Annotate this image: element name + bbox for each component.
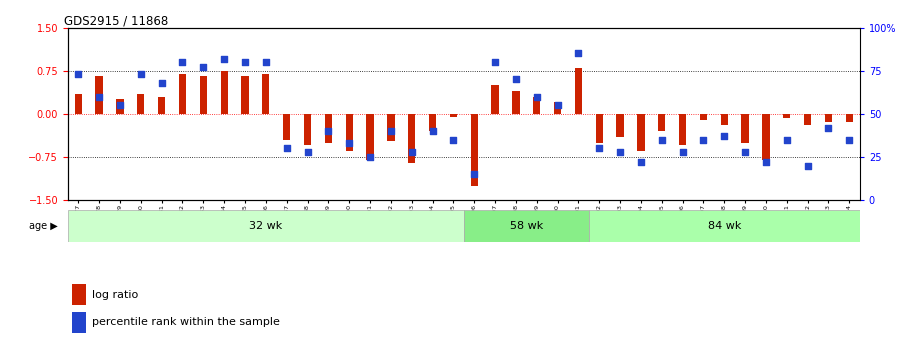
- Bar: [554, 102, 561, 114]
- Bar: [429, 114, 436, 131]
- Point: [92, 94, 107, 99]
- Bar: [200, 77, 207, 114]
- Bar: [367, 114, 374, 160]
- Bar: [117, 99, 124, 114]
- Bar: [283, 114, 291, 140]
- Bar: [158, 97, 166, 114]
- Point: [842, 137, 856, 142]
- Bar: [463, 210, 589, 241]
- Point: [446, 137, 461, 142]
- Bar: [491, 85, 499, 114]
- Bar: [637, 114, 644, 151]
- Point: [592, 146, 606, 151]
- Point: [550, 102, 565, 108]
- Bar: [304, 114, 311, 146]
- Text: log ratio: log ratio: [91, 290, 138, 299]
- Bar: [741, 114, 748, 142]
- Bar: [575, 68, 582, 114]
- Bar: [616, 114, 624, 137]
- Bar: [762, 114, 769, 160]
- Bar: [845, 114, 853, 122]
- Point: [821, 125, 835, 130]
- Bar: [74, 94, 82, 114]
- Text: GDS2915 / 11868: GDS2915 / 11868: [64, 14, 168, 28]
- Point: [509, 77, 523, 82]
- Point: [529, 94, 544, 99]
- Point: [259, 59, 273, 65]
- Bar: [783, 114, 790, 118]
- Bar: [325, 114, 332, 142]
- Point: [758, 159, 773, 165]
- Bar: [262, 73, 270, 114]
- Bar: [824, 114, 832, 122]
- Bar: [450, 114, 457, 117]
- Bar: [408, 114, 415, 163]
- Point: [613, 149, 627, 155]
- Bar: [346, 114, 353, 151]
- Bar: [221, 71, 228, 114]
- Point: [176, 59, 190, 65]
- Text: 58 wk: 58 wk: [510, 221, 543, 231]
- Bar: [804, 114, 811, 125]
- Point: [280, 146, 294, 151]
- Point: [467, 171, 481, 177]
- Point: [571, 51, 586, 56]
- Bar: [242, 77, 249, 114]
- Point: [363, 154, 377, 160]
- Point: [488, 59, 502, 65]
- Bar: [71, 312, 86, 333]
- Point: [113, 102, 128, 108]
- Point: [134, 71, 148, 77]
- Point: [634, 159, 648, 165]
- Bar: [700, 114, 707, 120]
- Bar: [533, 97, 540, 114]
- Bar: [512, 91, 519, 114]
- Point: [425, 128, 440, 134]
- Point: [321, 128, 336, 134]
- Point: [779, 137, 794, 142]
- Point: [300, 149, 315, 155]
- Point: [717, 134, 731, 139]
- Bar: [68, 210, 463, 241]
- Point: [738, 149, 752, 155]
- Point: [342, 140, 357, 146]
- Text: 32 wk: 32 wk: [249, 221, 282, 231]
- Bar: [96, 77, 103, 114]
- Bar: [71, 284, 86, 305]
- Text: percentile rank within the sample: percentile rank within the sample: [91, 317, 280, 327]
- Point: [405, 149, 419, 155]
- Point: [384, 128, 398, 134]
- Text: age ▶: age ▶: [29, 221, 58, 231]
- Bar: [679, 114, 686, 146]
- Bar: [658, 114, 665, 131]
- Bar: [589, 210, 860, 241]
- Bar: [179, 73, 186, 114]
- Bar: [471, 114, 478, 186]
- Point: [800, 163, 814, 168]
- Bar: [595, 114, 603, 142]
- Bar: [138, 94, 145, 114]
- Bar: [720, 114, 728, 125]
- Point: [696, 137, 710, 142]
- Point: [238, 59, 252, 65]
- Point: [654, 137, 669, 142]
- Text: 84 wk: 84 wk: [708, 221, 741, 231]
- Point: [155, 80, 169, 86]
- Point: [196, 65, 211, 70]
- Point: [217, 56, 232, 61]
- Point: [71, 71, 86, 77]
- Point: [675, 149, 690, 155]
- Bar: [387, 114, 395, 141]
